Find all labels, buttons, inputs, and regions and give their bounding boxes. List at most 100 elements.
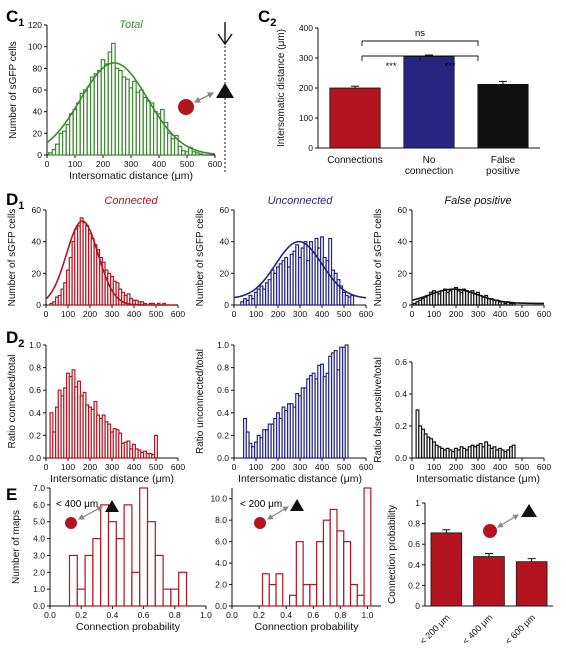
hist-bar <box>295 541 304 607</box>
chart-title: Unconnected <box>268 195 334 207</box>
pyramidal-neuron-icon <box>105 500 119 512</box>
hist-bar <box>55 143 60 156</box>
y-tick-label: 40 <box>32 237 42 247</box>
x-tick-label: 600 <box>537 309 551 319</box>
y-tick-label: 400 <box>299 23 313 33</box>
y-tick-label: 80 <box>33 63 43 73</box>
hist-bar <box>336 530 345 607</box>
bar <box>473 556 505 607</box>
hist-bar <box>309 583 318 607</box>
y-tick-label: 6.0 <box>215 537 227 547</box>
y-tick-label: 60 <box>398 205 408 215</box>
x-tick-label: 0.6 <box>307 610 319 620</box>
hist-bar <box>131 571 141 607</box>
x-tick-label: 0.8 <box>169 610 181 620</box>
x-tick-label: 0 <box>44 309 49 319</box>
hist-bar <box>139 89 144 156</box>
chart-title: Total <box>119 19 143 31</box>
hist-bar <box>167 132 172 156</box>
x-tick-label: 500 <box>337 462 351 472</box>
y-tick-label: 0.2 <box>408 580 420 590</box>
hist-bar <box>97 69 102 156</box>
hist-bar <box>139 487 149 607</box>
x-axis-label: Intersomatic distance (μm) <box>416 473 540 485</box>
chart-e1: 0.0 1.0 2.0 3.0 4.0 5.0 6.0 7.0 Number of maps 0.… <box>11 483 212 633</box>
x-tick-label: 100 <box>61 309 75 319</box>
hist-bar <box>195 152 200 156</box>
y-tick-label: 20 <box>33 128 43 138</box>
hist-bar <box>104 63 109 156</box>
interneuron-soma-icon <box>483 524 497 538</box>
x-tick-label: 100 <box>61 462 75 472</box>
hist-bar <box>511 302 516 306</box>
significance-brackets <box>361 40 479 61</box>
y-tick-label: 200 <box>299 83 313 93</box>
x-axis-label: Intersomatic distance (μm) <box>238 473 362 485</box>
x-tick-label: 200 <box>83 462 97 472</box>
x-tick-label: 500 <box>149 462 163 472</box>
y-tick-label: 0.4 <box>408 560 420 570</box>
x-tick-label: 200 <box>449 309 463 319</box>
y-tick-label: 0.0 <box>33 601 45 611</box>
hist-bar <box>349 583 358 607</box>
y-axis-label: Intersomatic distance (μm) <box>276 29 287 147</box>
hist-bar <box>511 444 516 459</box>
hist-bar <box>111 42 116 156</box>
x-tick-label: 400 <box>315 462 329 472</box>
x-category-label: connection <box>405 166 453 177</box>
y-tick-label: 1 <box>415 498 420 508</box>
x-tick-label: 600 <box>359 309 373 319</box>
panel-label-e: E <box>6 485 17 504</box>
fit-curve <box>411 288 544 305</box>
hist-bar <box>302 583 311 607</box>
y-axis-label: Ratio false positive/total <box>373 357 384 463</box>
hist-bar <box>350 294 355 306</box>
y-axis-label: Ratio unconnected/total <box>195 349 206 454</box>
hist-bar <box>343 541 352 607</box>
y-tick-label: 0.6 <box>29 385 41 395</box>
x-tick-label: 400 <box>493 309 507 319</box>
sig-stars-1: *** <box>385 61 396 72</box>
y-tick-label: 4.0 <box>33 534 45 544</box>
x-tick-label: 1.0 <box>200 610 212 620</box>
x-tick-label: 600 <box>171 462 185 472</box>
x-tick-label: 0 <box>232 309 237 319</box>
hist-bar <box>90 76 95 156</box>
x-category-label: False <box>491 155 516 166</box>
y-tick-label: 100 <box>28 42 42 52</box>
hist-bar <box>198 153 204 156</box>
x-category-label: No <box>423 155 436 166</box>
hist-bar <box>174 134 179 156</box>
hist-bar <box>181 150 186 156</box>
x-tick-label: 400 <box>493 462 507 472</box>
hist-bar <box>268 583 277 607</box>
x-tick-label: 300 <box>105 309 119 319</box>
y-axis-label: Number of sGFP cells <box>373 209 384 307</box>
bar <box>329 87 381 149</box>
hist-bar <box>288 594 297 607</box>
y-tick-label: 0.6 <box>395 357 407 367</box>
x-tick-label: 0 <box>410 462 415 472</box>
hist-bar <box>363 487 372 607</box>
y-tick-label: 8.0 <box>215 515 227 525</box>
chart-d2a: 0.0 0.2 0.4 0.6 0.8 1.0 Ratio connected/total 0… <box>7 340 185 485</box>
hist-bar <box>76 588 86 607</box>
x-tick-label: 0.2 <box>253 610 265 620</box>
y-tick-label: 0.8 <box>29 363 41 373</box>
x-tick-label: 300 <box>124 159 138 169</box>
e2-annotation: < 200 μm <box>240 499 282 510</box>
y-tick-label: 40 <box>220 237 230 247</box>
x-category-label: < 200 μm <box>418 612 452 646</box>
chart-d2c: 0.0 0.2 0.4 0.6 Ratio false positive/total 0 1… <box>373 357 551 485</box>
x-category-label: Connections <box>327 155 383 166</box>
x-tick-label: 200 <box>271 309 285 319</box>
y-tick-label: 0.2 <box>217 430 229 440</box>
x-tick-label: 400 <box>127 462 141 472</box>
hist-bar <box>84 554 94 607</box>
sig-ns: ns <box>415 28 425 39</box>
distance-arrow-icon <box>77 506 104 520</box>
fit-curve <box>46 62 216 155</box>
x-tick-label: 0.2 <box>75 610 87 620</box>
pyramidal-neuron-icon <box>521 504 537 517</box>
y-tick-label: 2.0 <box>33 567 45 577</box>
